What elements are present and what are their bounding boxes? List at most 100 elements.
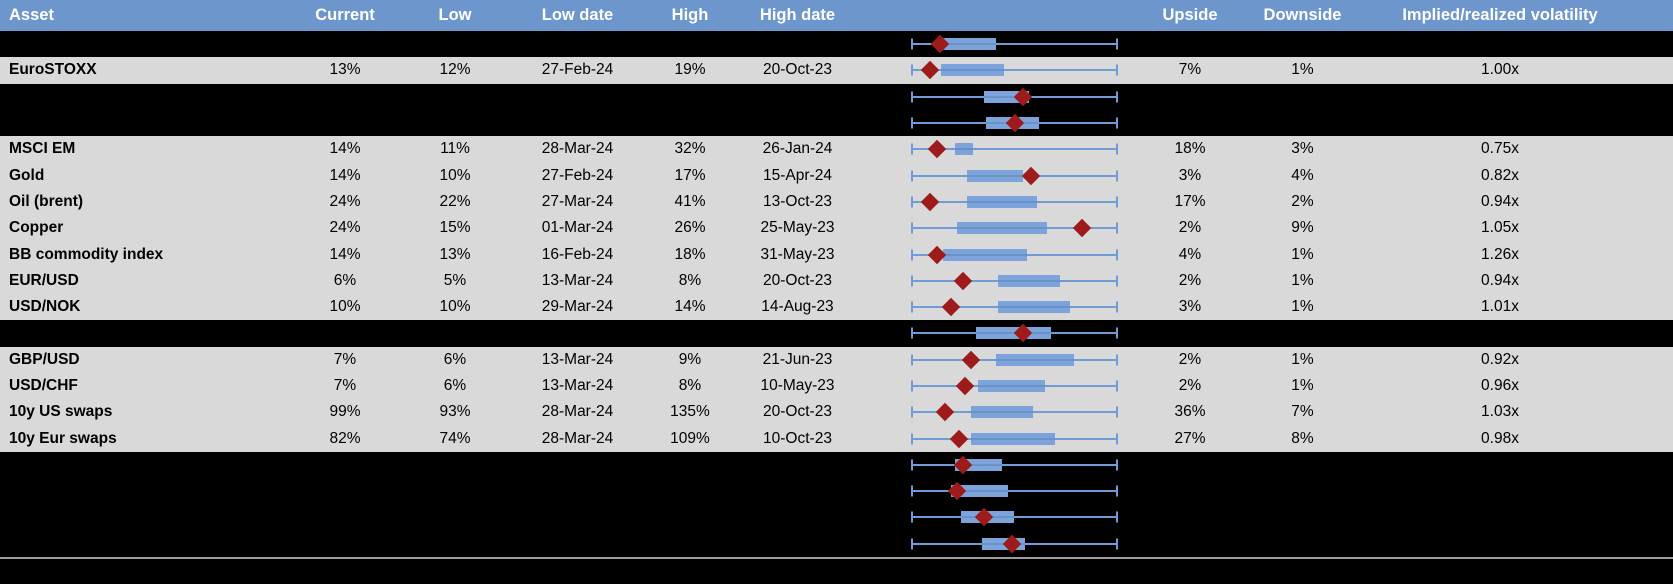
boxplot-box [957, 222, 1048, 235]
low-date-value: 28-Mar-24 [541, 140, 614, 158]
implied-realized-value [1360, 504, 1640, 530]
boxplot-median-line [983, 95, 1029, 98]
boxplot-left-cap [911, 117, 913, 129]
implied-realized-value [1360, 84, 1640, 110]
table-row [0, 31, 1673, 58]
asset-name: MSCI EM [9, 140, 76, 158]
low-value [405, 531, 505, 557]
low-value: 12% [439, 61, 471, 79]
low-value [405, 452, 505, 478]
boxplot [865, 162, 1135, 188]
asset-name [0, 478, 285, 504]
high-value: 41% [674, 192, 706, 210]
high-date-value: 21-Jun-23 [762, 350, 833, 368]
boxplot-median-line [967, 200, 1038, 203]
downside-value: 3% [1291, 140, 1314, 158]
boxplot-left-cap [911, 327, 913, 339]
row-spacer [1640, 320, 1673, 346]
boxplot-median-line [998, 306, 1070, 309]
current-value: 24% [329, 219, 361, 237]
boxplot-median-line [971, 411, 1033, 414]
boxplot-right-cap [1116, 380, 1118, 392]
downside-value [1245, 531, 1360, 557]
row-spacer [1640, 347, 1673, 373]
low-value: 5% [443, 271, 467, 289]
table-row: GBP/USD 7% 6% 13-Mar-24 9% 21-Jun-23 2% … [0, 346, 1673, 373]
implied-realized-value: 1.00x [1481, 61, 1519, 79]
boxplot-median-line [981, 542, 1025, 545]
column-header-upside: Upside [1162, 6, 1218, 24]
boxplot-left-cap [911, 485, 913, 497]
asset-name: EuroSTOXX [9, 61, 97, 79]
high-value: 109% [670, 429, 710, 447]
boxplot [865, 347, 1135, 373]
row-spacer [1640, 478, 1673, 504]
boxplot-whisker-line [912, 69, 1117, 72]
asset-name [0, 504, 285, 530]
current-value [285, 531, 405, 557]
boxplot [865, 531, 1135, 557]
current-value [285, 504, 405, 530]
boxplot-median-line [957, 227, 1048, 230]
row-spacer [1640, 268, 1673, 294]
implied-realized-value: 0.98x [1481, 429, 1519, 447]
current-value: 6% [333, 271, 357, 289]
asset-name: 10y US swaps [9, 403, 113, 421]
downside-value: 4% [1291, 166, 1314, 184]
boxplot-right-cap [1116, 538, 1118, 550]
boxplot-box [998, 274, 1060, 287]
boxplot [865, 399, 1135, 425]
upside-value [1135, 84, 1245, 110]
downside-value [1245, 110, 1360, 136]
low-value: 6% [443, 377, 467, 394]
boxplot-box [971, 432, 1056, 445]
downside-value: 8% [1291, 429, 1314, 447]
boxplot-left-cap [911, 143, 913, 155]
implied-realized-value: 0.92x [1481, 350, 1519, 368]
boxplot-right-cap [1116, 117, 1118, 129]
column-header-range-chart [865, 0, 1135, 31]
row-spacer [1640, 215, 1673, 241]
column-header-high-date: High date [759, 6, 836, 24]
table-row [0, 504, 1673, 531]
footer-black-bar [0, 558, 1673, 584]
table-row: Gold 14% 10% 27-Feb-24 17% 15-Apr-24 3% … [0, 162, 1673, 189]
asset-name [0, 84, 285, 110]
asset-name: GBP/USD [9, 350, 80, 368]
boxplot-right-cap [1116, 249, 1118, 261]
current-value: 99% [329, 403, 361, 421]
boxplot-left-cap [911, 511, 913, 523]
high-value: 19% [674, 61, 706, 79]
low-value [405, 110, 505, 136]
implied-realized-value: 1.03x [1481, 403, 1519, 421]
implied-realized-value [1360, 320, 1640, 346]
row-spacer [1640, 110, 1673, 136]
asset-name [0, 452, 285, 478]
low-date-value [505, 452, 650, 478]
low-value [405, 504, 505, 530]
low-value [405, 31, 505, 57]
boxplot-median-line [977, 385, 1046, 387]
high-date-value [730, 531, 865, 557]
table-row: BB commodity index 14% 13% 16-Feb-24 18%… [0, 241, 1673, 268]
low-date-value: 27-Mar-24 [541, 192, 614, 210]
downside-value: 1% [1291, 298, 1314, 316]
downside-value: 1% [1291, 245, 1314, 263]
high-date-value: 26-Jan-24 [762, 140, 833, 158]
boxplot [865, 268, 1135, 294]
boxplot [865, 241, 1135, 267]
column-header-asset: Asset [9, 6, 54, 24]
row-spacer [1640, 531, 1673, 557]
boxplot [865, 320, 1135, 346]
boxplot-median-line [971, 437, 1056, 440]
boxplot-box [940, 64, 1005, 77]
column-header-current: Current [315, 6, 375, 24]
boxplot-box [975, 327, 1052, 340]
upside-value [1135, 110, 1245, 136]
asset-name [0, 31, 285, 57]
table-row: 10y Eur swaps 82% 74% 28-Mar-24 109% 10-… [0, 425, 1673, 452]
downside-value [1245, 452, 1360, 478]
boxplot-left-cap [911, 38, 913, 50]
downside-value: 1% [1291, 271, 1314, 289]
boxplot [865, 504, 1135, 530]
